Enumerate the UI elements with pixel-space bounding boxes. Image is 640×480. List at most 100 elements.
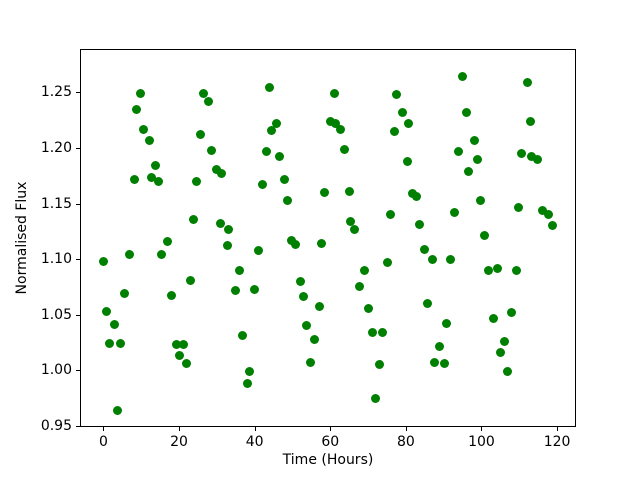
scatter-point (157, 250, 167, 260)
scatter-point (153, 176, 163, 186)
scatter-point (104, 339, 114, 349)
plot-area (80, 49, 576, 427)
y-tick-label: 1.25 (40, 84, 72, 101)
x-tick-mark (481, 427, 483, 431)
scatter-point (472, 154, 482, 164)
scatter-point (350, 224, 360, 234)
scatter-point (458, 72, 468, 82)
y-tick-label: 1.15 (40, 195, 72, 212)
x-tick-label: 60 (321, 434, 340, 450)
scatter-point (135, 88, 145, 98)
scatter-point (377, 328, 387, 337)
y-tick-mark (76, 425, 80, 427)
y-tick-label: 0.95 (40, 417, 72, 434)
scatter-point (407, 189, 417, 199)
scatter-point (235, 265, 245, 275)
x-tick-label: 120 (543, 434, 571, 450)
scatter-point (212, 164, 222, 174)
scatter-point (500, 336, 510, 346)
scatter-point (441, 319, 451, 329)
scatter-point (402, 156, 412, 166)
scatter-point (242, 379, 252, 389)
x-tick-mark (179, 427, 181, 431)
y-axis-label: Normalised Flux (14, 181, 30, 295)
scatter-point (291, 240, 301, 250)
scatter-point (216, 169, 226, 179)
scatter-point (109, 320, 119, 330)
scatter-point (495, 348, 505, 357)
scatter-point (144, 135, 154, 145)
scatter-point (129, 174, 139, 184)
x-tick-label: 40 (245, 434, 264, 450)
scatter-point (331, 118, 341, 128)
scatter-point (198, 88, 208, 98)
scatter-point (422, 299, 432, 309)
y-tick-mark (76, 92, 80, 94)
scatter-point (329, 88, 339, 98)
scatter-point (492, 263, 502, 273)
x-tick-label: 100 (468, 434, 495, 450)
scatter-point (238, 331, 248, 341)
scatter-point (325, 116, 335, 126)
scatter-point (317, 239, 327, 249)
scatter-point (206, 145, 216, 155)
scatter-point (301, 321, 311, 331)
y-tick-mark (76, 370, 80, 372)
scatter-point (172, 340, 182, 350)
scatter-point (344, 186, 354, 196)
scatter-point (390, 126, 400, 136)
y-tick-label: 1.00 (40, 362, 72, 379)
scatter-point (464, 166, 474, 176)
scatter-point (479, 231, 489, 241)
scatter-point (511, 265, 521, 275)
scatter-point (181, 359, 191, 369)
scatter-point (446, 254, 456, 264)
scatter-point (371, 393, 381, 403)
scatter-point (306, 358, 316, 368)
scatter-point (203, 96, 213, 106)
scatter-point (503, 366, 513, 376)
scatter-point (249, 284, 259, 294)
scatter-point (192, 176, 202, 186)
scatter-point (454, 146, 464, 156)
scatter-point (391, 90, 401, 100)
scatter-point (261, 146, 271, 156)
scatter-point (346, 216, 356, 226)
scatter-point (196, 130, 206, 140)
scatter-point (397, 107, 407, 117)
y-tick-label: 1.05 (40, 306, 72, 323)
scatter-point (526, 116, 536, 126)
x-tick-mark (557, 427, 559, 431)
scatter-point (258, 180, 268, 190)
scatter-point (355, 282, 365, 292)
x-tick-mark (405, 427, 407, 431)
scatter-point (449, 207, 459, 217)
scatter-point (279, 174, 289, 184)
scatter-point (167, 291, 177, 301)
scatter-point (403, 118, 413, 128)
scatter-point (151, 161, 161, 171)
x-tick-label: 0 (98, 434, 108, 450)
scatter-point (174, 351, 184, 361)
scatter-point (543, 210, 553, 220)
scatter-point (461, 107, 471, 117)
scatter-point (484, 265, 494, 275)
scatter-point (314, 302, 324, 312)
scatter-point (382, 257, 392, 267)
scatter-point (224, 224, 234, 234)
scatter-point (537, 205, 547, 215)
scatter-point (298, 292, 308, 302)
scatter-point (132, 104, 142, 114)
scatter-point (139, 124, 148, 134)
scatter-point (527, 152, 537, 162)
y-tick-mark (76, 147, 80, 149)
scatter-point (320, 187, 330, 197)
scatter-point (469, 135, 479, 145)
x-axis-label: Time (Hours) (282, 452, 374, 468)
y-tick-mark (76, 259, 80, 261)
scatter-point (476, 195, 486, 205)
scatter-point (386, 210, 396, 220)
scatter-point (115, 339, 125, 349)
scatter-point (245, 366, 255, 376)
